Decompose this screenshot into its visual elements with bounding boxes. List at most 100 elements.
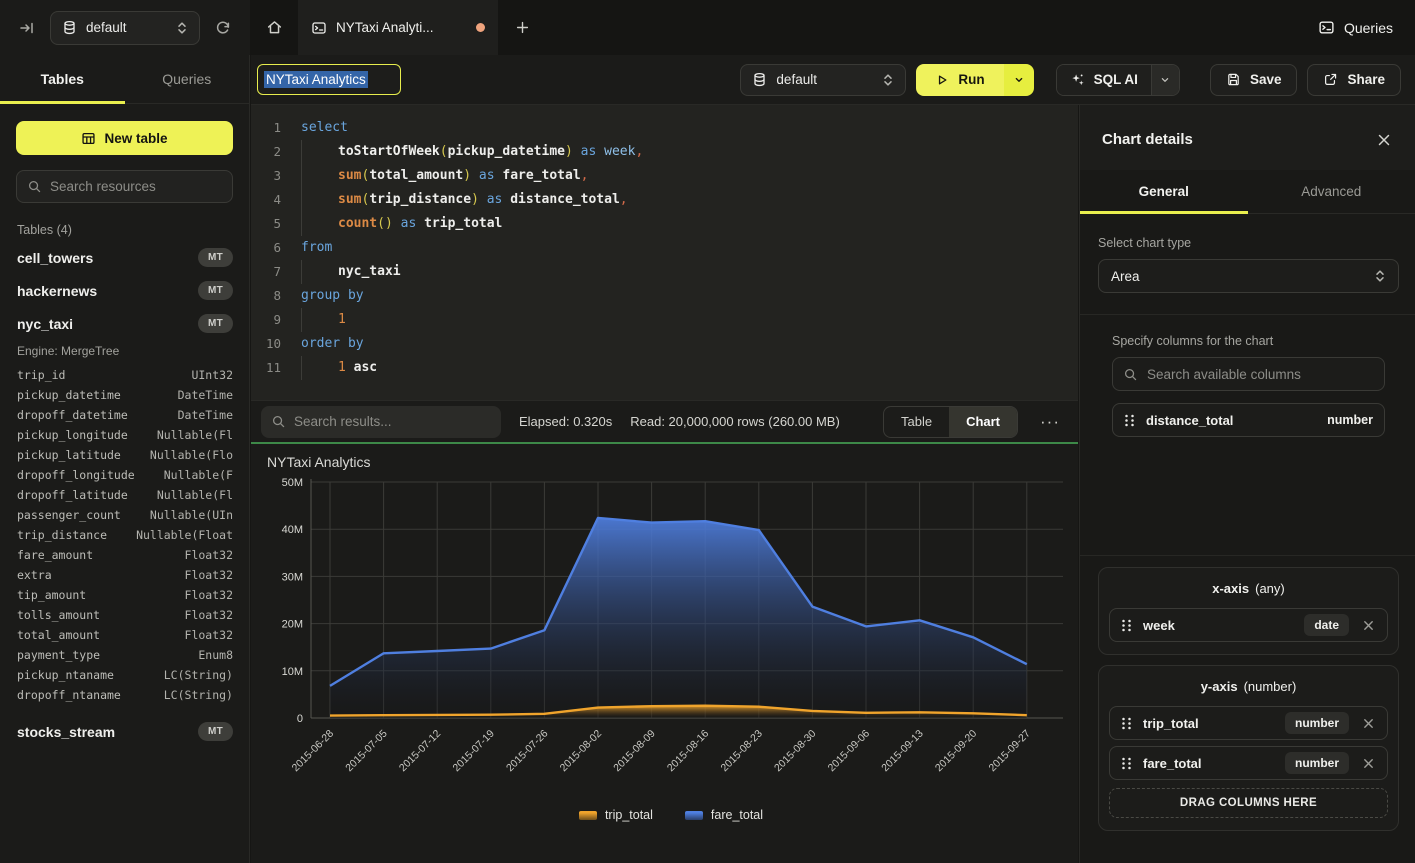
line-code: group by	[301, 284, 364, 308]
sidebar: Tables Queries New table Tables (4) cell…	[0, 55, 250, 863]
refresh-button[interactable]	[208, 13, 238, 43]
token: 1	[338, 360, 346, 375]
more-options-button[interactable]: ···	[1036, 413, 1064, 430]
token	[471, 168, 479, 183]
chart-details-panel: Chart details General Advanced Select ch…	[1079, 105, 1415, 863]
drag-handle-icon[interactable]	[1121, 757, 1132, 770]
token: sum	[338, 192, 362, 207]
query-toolbar: NYTaxi Analytics default Run SQL AI Save…	[251, 55, 1415, 105]
x-tick-label: 2015-08-02	[558, 728, 605, 775]
queries-button[interactable]: Queries	[1318, 19, 1393, 36]
new-tab-button[interactable]	[498, 0, 546, 55]
query-database-selector[interactable]: default	[740, 63, 907, 96]
drag-handle-icon[interactable]	[1121, 717, 1132, 730]
remove-column-button[interactable]	[1361, 716, 1376, 731]
y-axis-column-pill[interactable]: fare_total number	[1109, 746, 1388, 780]
x-tick-label: 2015-09-20	[933, 728, 980, 775]
sql-ai-main[interactable]: SQL AI	[1056, 64, 1151, 95]
sidebar-collapse-button[interactable]	[12, 13, 42, 43]
table-row[interactable]: nyc_taxi MT	[17, 307, 233, 340]
token: from	[301, 240, 333, 255]
search-icon	[1124, 368, 1137, 380]
panel-tab-advanced[interactable]: Advanced	[1301, 184, 1362, 199]
sql-editor[interactable]: 1 select 2 toStartOfWeek(pickup_datetime) a…	[251, 105, 1078, 400]
sql-ai-button[interactable]: SQL AI	[1055, 63, 1180, 96]
legend-item-trip_total[interactable]: trip_total	[578, 808, 653, 822]
sql-ai-dropdown[interactable]	[1150, 64, 1179, 95]
query-title-input[interactable]: NYTaxi Analytics	[257, 64, 401, 95]
table-engine-label: Engine: MergeTree	[17, 344, 120, 358]
queries-button-label: Queries	[1343, 19, 1393, 36]
chart-type-select[interactable]: Area	[1098, 259, 1399, 293]
sql-ai-label: SQL AI	[1093, 72, 1138, 87]
legend-item-fare_total[interactable]: fare_total	[684, 808, 763, 822]
sidebar-tab-queries[interactable]: Queries	[162, 71, 212, 87]
table-engine-badge: MT	[197, 248, 233, 267]
top-bar-right: Queries	[1318, 0, 1415, 55]
y-axis-column-pill[interactable]: trip_total number	[1109, 706, 1388, 740]
panel-divider	[1080, 555, 1415, 556]
column-name: week	[1143, 617, 1175, 633]
tables-section-header: Tables (4)	[17, 223, 72, 237]
legend-swatch	[684, 810, 703, 820]
column-row: dropoff_ntaname LC(String)	[17, 685, 233, 705]
token: select	[301, 120, 348, 135]
column-name: pickup_latitude	[17, 448, 121, 462]
available-column-pill[interactable]: distance_total number	[1112, 403, 1385, 437]
refresh-icon	[216, 20, 230, 34]
column-name: passenger_count	[17, 508, 121, 522]
column-row: payment_type Enum8	[17, 645, 233, 665]
token: (	[361, 192, 370, 207]
token	[416, 216, 424, 231]
remove-column-button[interactable]	[1361, 756, 1376, 771]
new-table-button[interactable]: New table	[16, 121, 233, 155]
table-name: cell_towers	[17, 249, 94, 266]
column-name: fare_total	[1143, 755, 1202, 771]
run-button[interactable]: Run	[916, 63, 1034, 96]
share-button[interactable]: Share	[1307, 63, 1401, 96]
close-panel-button[interactable]	[1377, 133, 1391, 147]
home-button[interactable]	[250, 0, 298, 55]
run-button-main[interactable]: Run	[916, 63, 1004, 96]
sidebar-search-input[interactable]	[50, 179, 222, 194]
panel-divider	[1080, 314, 1415, 315]
drag-handle-icon[interactable]	[1121, 619, 1132, 632]
column-name: dropoff_datetime	[17, 408, 128, 422]
chart-legend: trip_total fare_total	[265, 808, 1077, 822]
table-row[interactable]: hackernews MT	[17, 274, 233, 307]
token: )	[471, 192, 479, 207]
sidebar-tab-tables[interactable]: Tables	[0, 55, 125, 104]
chevron-updown-icon	[884, 73, 893, 86]
x-tick-label: 2015-07-19	[450, 728, 497, 775]
drag-handle-icon[interactable]	[1124, 414, 1135, 427]
drop-zone[interactable]: DRAG COLUMNS HERE	[1109, 788, 1388, 818]
panel-tab-general[interactable]: General	[1080, 170, 1248, 214]
token: )	[463, 168, 472, 183]
x-tick-label: 2015-09-13	[879, 728, 926, 775]
tab-nytaxi-analytics[interactable]: NYTaxi Analyti...	[298, 0, 498, 55]
columns-search-input[interactable]	[1147, 366, 1374, 382]
editor-line: 5 count() as trip_total	[251, 212, 1078, 236]
close-icon	[1364, 620, 1373, 630]
line-number: 5	[273, 216, 281, 231]
save-button[interactable]: Save	[1209, 63, 1298, 96]
x-tick-label: 2015-07-12	[397, 728, 444, 775]
results-search-input[interactable]	[294, 414, 491, 429]
column-type: Nullable(UIn	[149, 508, 233, 522]
table-row[interactable]: stocks_stream MT	[17, 715, 233, 748]
view-toggle-table[interactable]: Table	[900, 414, 933, 429]
token: fare_total	[502, 168, 581, 183]
column-type-badge: number	[1284, 712, 1349, 734]
table-row[interactable]: cell_towers MT	[17, 241, 233, 274]
line-number: 2	[273, 144, 281, 159]
line-number: 9	[273, 312, 281, 327]
run-options-dropdown[interactable]	[1003, 63, 1034, 96]
remove-column-button[interactable]	[1361, 618, 1376, 633]
x-axis-column-pill[interactable]: week date	[1109, 608, 1388, 642]
database-selector[interactable]: default	[50, 10, 200, 45]
x-axis-title: x-axis	[1212, 581, 1250, 596]
editor-line: 7 nyc_taxi	[251, 260, 1078, 284]
column-name: trip_distance	[17, 528, 108, 542]
view-toggle-chart[interactable]: Chart	[949, 406, 1018, 437]
